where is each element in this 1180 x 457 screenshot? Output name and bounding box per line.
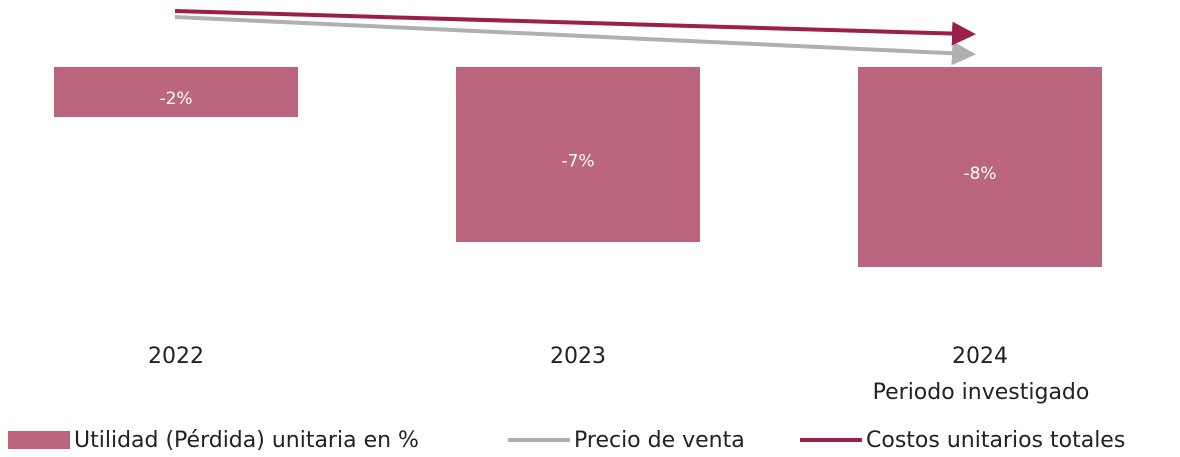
value-label: -8% bbox=[963, 164, 996, 184]
value-label: -7% bbox=[561, 152, 594, 172]
bar bbox=[456, 67, 700, 242]
trend-arrow-cost bbox=[174, 9, 976, 46]
legend-label: Utilidad (Pérdida) unitaria en % bbox=[74, 428, 419, 453]
x-tick-label: 2022 bbox=[148, 344, 204, 369]
value-label: -2% bbox=[159, 89, 192, 109]
legend-label: Costos unitarios totales bbox=[866, 428, 1125, 453]
x-tick-label: 2023 bbox=[550, 344, 606, 369]
legend-label: Precio de venta bbox=[574, 428, 745, 453]
bar bbox=[54, 67, 298, 117]
bar bbox=[858, 67, 1102, 267]
annotation: Periodo investigado bbox=[873, 380, 1090, 405]
legend-swatch bbox=[8, 431, 70, 449]
trend-arrow-price bbox=[174, 15, 976, 66]
x-tick-label: 2024 bbox=[952, 344, 1008, 369]
